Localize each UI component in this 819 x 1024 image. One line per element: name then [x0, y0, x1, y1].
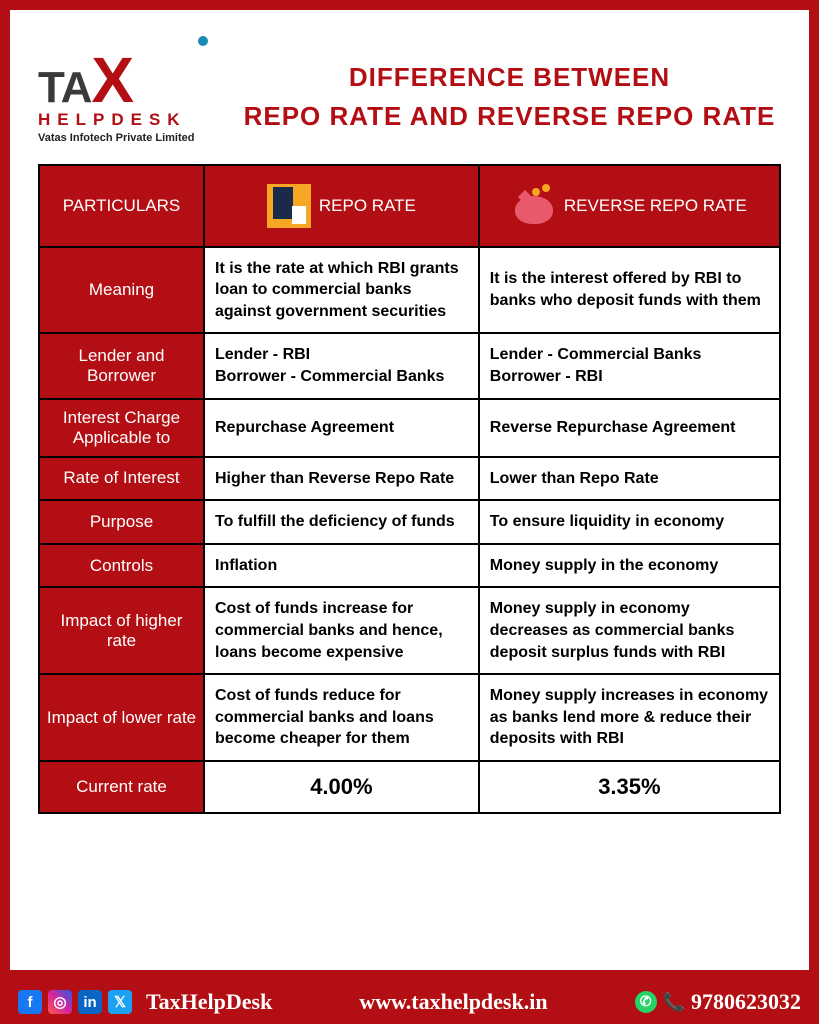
repo-cell: It is the rate at which RBI grants loan …: [204, 247, 479, 334]
col-head-particulars: PARTICULARS: [39, 165, 204, 247]
particular-cell: Purpose: [39, 500, 204, 544]
reverse-cell: Reverse Repurchase Agreement: [479, 399, 780, 457]
reverse-cell: Lender - Commercial Banks Borrower - RBI: [479, 333, 780, 398]
reverse-cell: It is the interest offered by RBI to ban…: [479, 247, 780, 334]
reverse-cell: Money supply increases in economy as ban…: [479, 674, 780, 761]
col-head-reverse: REVERSE REPO RATE: [479, 165, 780, 247]
reverse-cell: Money supply in the economy: [479, 544, 780, 588]
logo-ta: TA: [38, 68, 91, 108]
linkedin-icon[interactable]: in: [78, 990, 102, 1014]
particular-cell: Meaning: [39, 247, 204, 334]
twitter-icon[interactable]: 𝕏: [108, 990, 132, 1014]
logo-wordmark: TAX: [38, 50, 218, 108]
logo-dot-icon: [198, 36, 208, 46]
bank-icon: [267, 184, 311, 228]
whatsapp-icon[interactable]: ✆: [635, 991, 657, 1013]
repo-cell: Cost of funds increase for commercial ba…: [204, 587, 479, 674]
particular-cell: Impact of higher rate: [39, 587, 204, 674]
table-row: Impact of higher rate Cost of funds incr…: [39, 587, 780, 674]
particular-cell: Lender and Borrower: [39, 333, 204, 398]
piggy-bank-icon: [512, 188, 556, 224]
reverse-cell: Lower than Repo Rate: [479, 457, 780, 501]
repo-cell: Repurchase Agreement: [204, 399, 479, 457]
page-frame: TAX HELPDESK Vatas Infotech Private Limi…: [0, 0, 819, 1024]
footer: f ◎ in 𝕏 TaxHelpDesk www.taxhelpdesk.in …: [0, 980, 819, 1024]
col-head-reverse-label: REVERSE REPO RATE: [564, 196, 747, 216]
repo-cell: Inflation: [204, 544, 479, 588]
particular-cell: Rate of Interest: [39, 457, 204, 501]
header: TAX HELPDESK Vatas Infotech Private Limi…: [38, 50, 781, 144]
repo-cell: Higher than Reverse Repo Rate: [204, 457, 479, 501]
table-row: Lender and Borrower Lender - RBI Borrowe…: [39, 333, 780, 398]
title-line2: REPO RATE AND REVERSE REPO RATE: [238, 97, 781, 136]
particular-cell: Controls: [39, 544, 204, 588]
facebook-icon[interactable]: f: [18, 990, 42, 1014]
reverse-cell: To ensure liquidity in economy: [479, 500, 780, 544]
title-line1: DIFFERENCE BETWEEN: [238, 58, 781, 97]
repo-cell: Lender - RBI Borrower - Commercial Banks: [204, 333, 479, 398]
table-row: Impact of lower rate Cost of funds reduc…: [39, 674, 780, 761]
content-card: TAX HELPDESK Vatas Infotech Private Limi…: [10, 10, 809, 970]
col-head-particulars-label: PARTICULARS: [63, 196, 180, 215]
footer-phone[interactable]: 9780623032: [691, 989, 801, 1015]
footer-url[interactable]: www.taxhelpdesk.in: [359, 989, 547, 1015]
table-head-row: PARTICULARS REPO RATE: [39, 165, 780, 247]
footer-right: ✆ 📞 9780623032: [635, 989, 801, 1015]
reverse-cell: Money supply in economy decreases as com…: [479, 587, 780, 674]
footer-left: f ◎ in 𝕏 TaxHelpDesk: [18, 989, 272, 1015]
phone-icon: 📞: [663, 992, 685, 1013]
col-head-repo: REPO RATE: [204, 165, 479, 247]
table-row: Purpose To fulfill the deficiency of fun…: [39, 500, 780, 544]
logo: TAX HELPDESK Vatas Infotech Private Limi…: [38, 50, 218, 144]
logo-company: Vatas Infotech Private Limited: [38, 132, 218, 144]
repo-cell: 4.00%: [204, 761, 479, 813]
repo-cell: Cost of funds reduce for commercial bank…: [204, 674, 479, 761]
repo-cell: To fulfill the deficiency of funds: [204, 500, 479, 544]
table-row: Controls Inflation Money supply in the e…: [39, 544, 780, 588]
table-row: Current rate 4.00% 3.35%: [39, 761, 780, 813]
particular-cell: Interest Charge Applicable to: [39, 399, 204, 457]
particular-cell: Impact of lower rate: [39, 674, 204, 761]
table-row: Rate of Interest Higher than Reverse Rep…: [39, 457, 780, 501]
col-head-repo-label: REPO RATE: [319, 196, 416, 216]
comparison-table: PARTICULARS REPO RATE: [38, 164, 781, 814]
page-title: DIFFERENCE BETWEEN REPO RATE AND REVERSE…: [238, 58, 781, 136]
table-row: Interest Charge Applicable to Repurchase…: [39, 399, 780, 457]
particular-cell: Current rate: [39, 761, 204, 813]
footer-handle: TaxHelpDesk: [146, 989, 272, 1015]
instagram-icon[interactable]: ◎: [48, 990, 72, 1014]
table-row: Meaning It is the rate at which RBI gran…: [39, 247, 780, 334]
logo-x: X: [91, 52, 133, 110]
reverse-cell: 3.35%: [479, 761, 780, 813]
